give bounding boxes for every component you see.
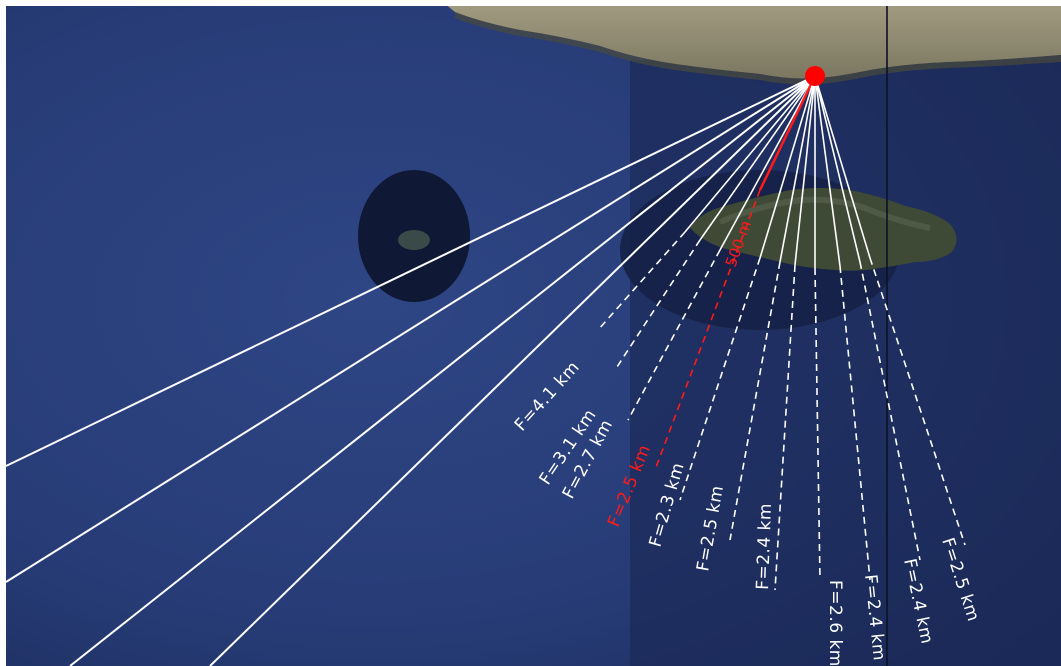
fetch-lines xyxy=(5,75,966,666)
deep-water xyxy=(630,60,1061,666)
fetch-line xyxy=(684,75,816,233)
coast-shadow xyxy=(455,12,1061,85)
fetch-line xyxy=(794,75,816,266)
fetch-label: F=2.6 km xyxy=(825,580,845,666)
main-fetch-line xyxy=(758,75,817,191)
fetch-line-dashed xyxy=(869,257,966,546)
origin-point xyxy=(805,66,825,86)
fetch-line xyxy=(779,75,816,263)
main-fetch-line-dashed xyxy=(654,189,761,471)
mainland-coast xyxy=(440,0,1061,79)
islet xyxy=(398,230,430,250)
fetch-line xyxy=(719,75,816,251)
fetch-line xyxy=(814,75,841,267)
frame-left-edge xyxy=(0,0,6,666)
fetch-line-dashed xyxy=(597,231,686,331)
fetch-line-dashed xyxy=(859,261,921,561)
frame-top-edge xyxy=(0,0,1061,6)
fetch-label: F=2.4 km xyxy=(753,503,776,591)
fetch-line xyxy=(814,75,861,263)
fetch-line xyxy=(699,75,816,241)
island-highlight xyxy=(718,196,931,231)
fetch-line-dashed xyxy=(774,264,796,591)
fetch-line-long xyxy=(5,75,816,467)
fetch-line-long xyxy=(209,75,816,666)
fetch-line xyxy=(759,75,816,259)
fetch-line-dashed xyxy=(814,267,821,581)
fetch-line-long xyxy=(5,75,816,583)
fetch-line xyxy=(814,75,871,259)
fetch-line-dashed xyxy=(614,239,701,371)
fetch-line-dashed xyxy=(627,249,721,421)
fetch-line-long xyxy=(69,75,816,666)
fetch-line-dashed xyxy=(679,257,761,501)
fetch-line-dashed xyxy=(839,265,871,581)
